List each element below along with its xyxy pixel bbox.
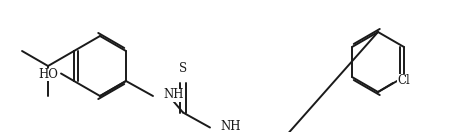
Text: NH: NH xyxy=(219,120,240,132)
Text: NH: NH xyxy=(163,88,183,102)
Text: S: S xyxy=(179,62,187,76)
Text: HO: HO xyxy=(38,68,58,81)
Text: Cl: Cl xyxy=(396,74,409,86)
